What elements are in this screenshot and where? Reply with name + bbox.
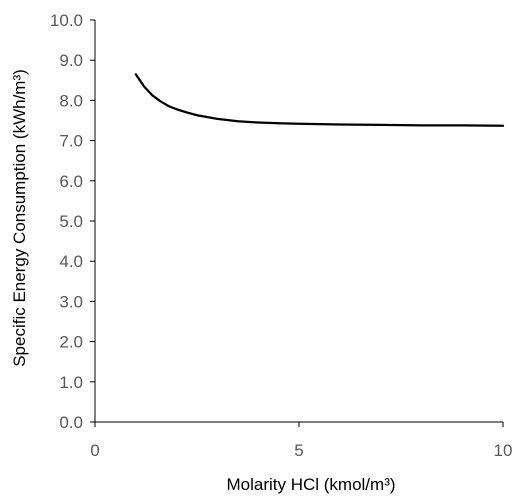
y-tick-label: 4.0 <box>59 252 83 271</box>
x-tick-label: 5 <box>294 441 303 460</box>
y-tick-label: 2.0 <box>59 333 83 352</box>
y-tick-label: 8.0 <box>59 91 83 110</box>
series-group <box>134 73 505 127</box>
y-tick-label: 10.0 <box>50 11 83 30</box>
y-axis-title: Specific Energy Consumption (kWh/m³) <box>10 69 29 367</box>
y-tick-label: 0.0 <box>59 413 83 432</box>
y-tick-label: 6.0 <box>59 172 83 191</box>
y-tick-label: 9.0 <box>59 51 83 70</box>
series-line <box>134 73 505 127</box>
x-tick-label: 0 <box>90 441 99 460</box>
y-tick-label: 7.0 <box>59 132 83 151</box>
x-tick-label: 10 <box>494 441 513 460</box>
x-axis-title: Molarity HCl (kmol/m³) <box>226 475 395 494</box>
y-axis-ticks: 0.0 1.0 2.0 3.0 4.0 5.0 6.0 7.0 8.0 9.0 10.0 <box>50 11 95 432</box>
y-tick-label: 3.0 <box>59 292 83 311</box>
y-tick-label: 5.0 <box>59 212 83 231</box>
x-axis-ticks: 0 5 10 <box>90 422 512 460</box>
y-tick-label: 1.0 <box>59 373 83 392</box>
